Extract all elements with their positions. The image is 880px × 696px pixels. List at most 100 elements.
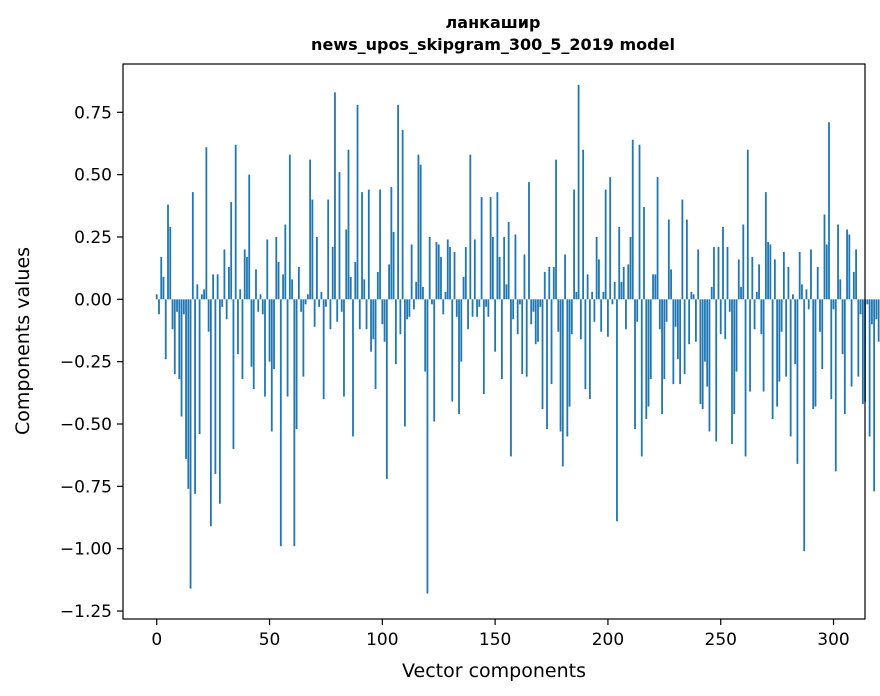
bar-177 — [555, 159, 557, 300]
bar-299 — [830, 299, 833, 400]
bar-72 — [318, 299, 321, 307]
bar-106 — [394, 299, 397, 365]
bar-172 — [543, 271, 546, 300]
bar-15 — [189, 299, 192, 589]
bar-57 — [284, 224, 287, 300]
bar-284 — [796, 299, 799, 464]
bar-152 — [498, 256, 501, 300]
bar-41 — [248, 174, 251, 300]
bar-112 — [408, 299, 411, 317]
bar-104 — [390, 187, 393, 300]
y-tick-label: 0.00 — [74, 290, 112, 310]
bar-251 — [722, 227, 724, 300]
bar-116 — [417, 154, 420, 300]
bars-group — [155, 84, 880, 594]
bar-113 — [410, 244, 413, 300]
bar-305 — [843, 299, 846, 415]
bar-201 — [609, 177, 612, 300]
bar-70 — [313, 299, 316, 327]
bar-298 — [828, 122, 830, 300]
bar-306 — [846, 229, 848, 300]
bar-167 — [532, 299, 535, 312]
bar-31 — [225, 299, 228, 320]
bar-313 — [861, 299, 864, 405]
bar-164 — [525, 299, 528, 377]
bar-126 — [440, 256, 442, 300]
bar-205 — [618, 227, 621, 300]
bar-22 — [205, 147, 208, 300]
bar-89 — [356, 104, 359, 300]
bar-207 — [622, 266, 625, 300]
bar-181 — [564, 254, 566, 300]
bar-5 — [167, 204, 169, 300]
bar-210 — [629, 236, 632, 300]
bar-173 — [546, 299, 548, 429]
bar-78 — [331, 246, 334, 300]
x-tick-label: 300 — [817, 630, 849, 650]
bar-169 — [537, 299, 539, 342]
bar-125 — [437, 244, 440, 300]
bar-252 — [724, 299, 727, 340]
bar-105 — [392, 231, 395, 300]
bar-237 — [690, 291, 693, 300]
bar-268 — [760, 299, 763, 335]
bar-294 — [819, 299, 821, 332]
bar-192 — [588, 299, 591, 400]
bar-184 — [570, 299, 573, 335]
x-tick-label: 200 — [592, 630, 624, 650]
bar-199 — [604, 189, 607, 300]
bar-276 — [778, 299, 781, 382]
bar-109 — [401, 129, 404, 300]
bar-99 — [379, 189, 381, 300]
bar-96 — [372, 299, 375, 340]
bar-250 — [719, 299, 722, 335]
bar-212 — [634, 299, 636, 429]
bar-260 — [742, 224, 745, 300]
bar-153 — [500, 299, 503, 380]
bar-232 — [679, 299, 682, 385]
bar-241 — [699, 299, 702, 405]
bar-11 — [180, 299, 183, 417]
bar-157 — [510, 299, 512, 457]
bar-220 — [652, 274, 654, 300]
bar-270 — [764, 192, 767, 300]
bar-247 — [713, 246, 715, 300]
bar-147 — [487, 299, 490, 317]
bar-186 — [575, 291, 578, 300]
bar-35 — [234, 144, 237, 300]
bar-215 — [640, 299, 643, 457]
bar-129 — [446, 239, 449, 300]
bar-279 — [785, 299, 788, 377]
bar-55 — [279, 299, 282, 547]
bar-295 — [821, 299, 824, 370]
bar-307 — [848, 234, 851, 300]
bar-154 — [503, 236, 506, 300]
bar-221 — [654, 274, 657, 300]
bar-53 — [275, 236, 278, 300]
bar-318 — [873, 299, 876, 492]
bar-219 — [649, 299, 652, 380]
bar-66 — [304, 299, 307, 305]
bar-143 — [478, 299, 481, 307]
bar-162 — [521, 299, 524, 375]
bar-138 — [467, 299, 469, 330]
bar-285 — [798, 251, 801, 300]
bar-275 — [776, 299, 779, 407]
bar-289 — [807, 299, 810, 310]
bar-261 — [744, 299, 747, 457]
bar-315 — [866, 299, 869, 305]
bar-49 — [266, 239, 269, 300]
bar-32 — [228, 266, 230, 300]
bar-12 — [182, 299, 185, 315]
bar-51 — [270, 299, 273, 432]
bar-208 — [625, 299, 627, 330]
bar-259 — [740, 286, 742, 300]
chart-title-line2: news_upos_skipgram_300_5_2019 model — [311, 35, 675, 54]
bar-124 — [435, 241, 438, 300]
bar-194 — [593, 299, 596, 322]
bar-265 — [753, 299, 756, 330]
bar-95 — [370, 299, 372, 352]
bar-65 — [302, 299, 305, 377]
bar-137 — [464, 246, 467, 300]
bar-144 — [480, 197, 483, 300]
